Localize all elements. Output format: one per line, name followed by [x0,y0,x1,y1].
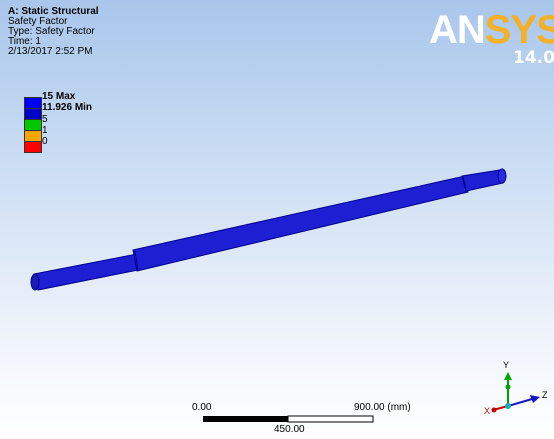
triad-z-axis [507,398,533,407]
result-type: Type: Safety Factor [8,26,95,37]
triad-y-point [505,384,511,390]
shaft-shoulder-left [134,250,139,271]
shaft-middle-segment[interactable] [132,175,469,272]
triad-y-arrowhead [504,372,512,380]
shaft-right-segment[interactable] [461,169,504,192]
ansys-logo-wordmark: ANSYS [429,8,554,52]
scale-bar-black-segment [203,416,288,422]
ansys-logo: ANSYS 14.0 [425,8,554,68]
result-name: Safety Factor [8,16,68,27]
triad-x-point [491,407,497,413]
shaft-model[interactable] [30,168,507,291]
legend-level-5: 5 [42,114,48,125]
result-date: 2/13/2017 2:52 PM [8,46,93,57]
logo-suffix: SYS [484,8,554,52]
triad-y-label: Y [503,360,509,370]
shaft-left-end [30,273,40,291]
triad-z-label: Z [542,390,548,400]
logo-prefix: AN [429,8,486,52]
legend-band-red [24,141,42,153]
triad-x-label: X [484,406,490,416]
legend-max-label: 15 Max [42,91,76,102]
scale-bar [203,415,374,423]
triad-z-arrowhead [530,395,540,403]
ansys-version: 14.0 [513,48,554,68]
result-time: Time: 1 [8,36,41,47]
scale-left-label: 0.00 [192,402,212,413]
triad-origin [505,403,511,409]
legend-min-label: 11.926 Min [42,102,93,113]
shaft-left-segment[interactable] [33,253,139,291]
scale-right-label: 900.00 (mm) [354,402,411,413]
legend-level-0: 0 [42,136,48,147]
shaft-shoulder-right [462,175,467,192]
scale-mid-label: 450.00 [274,424,305,435]
analysis-title: A: Static Structural [8,6,99,17]
coordinate-triad[interactable]: Y Z X [484,360,548,416]
shaft-right-end [497,168,507,184]
scale-bar-white-segment [287,415,374,423]
legend-level-1: 1 [42,125,48,136]
result-info-block: A: Static Structural Safety Factor Type:… [8,7,99,57]
